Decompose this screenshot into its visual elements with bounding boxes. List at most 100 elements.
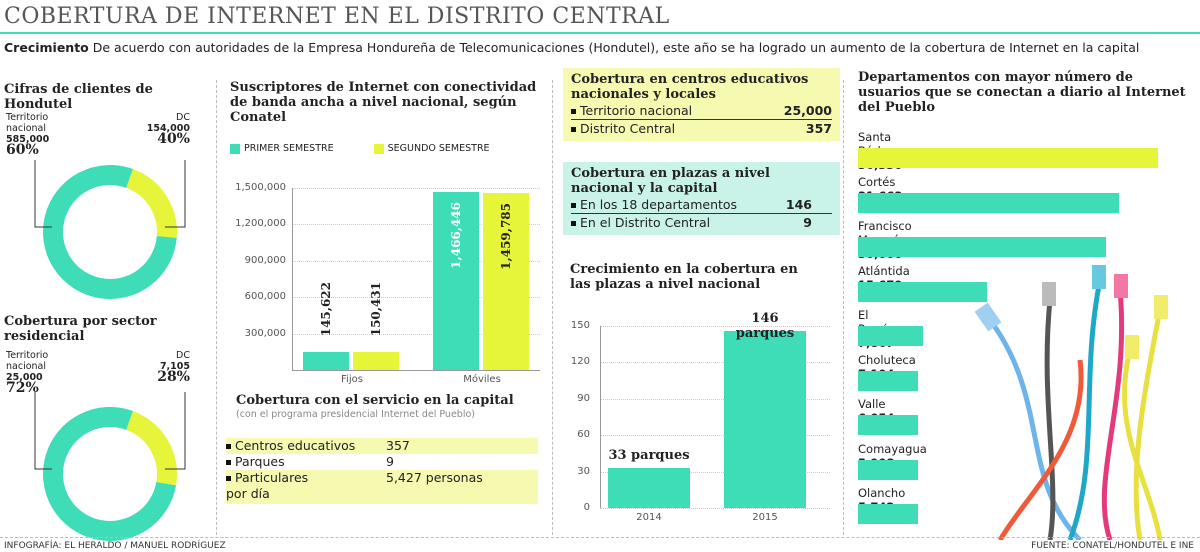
pct: 28% xyxy=(157,369,190,385)
data-label: 1,466,446 xyxy=(449,202,463,269)
x-tick-label: 2014 xyxy=(636,512,662,523)
bar xyxy=(858,237,1106,257)
plazas-row: En el Distrito Central 9 xyxy=(571,214,832,231)
value: 25,000 xyxy=(783,103,832,118)
plazas-row: En los 18 departamentos 146 xyxy=(571,196,832,214)
bar xyxy=(353,351,399,370)
title-rule xyxy=(0,32,1200,34)
value: 585,000 xyxy=(6,134,50,145)
y-tick-label: 1,500,000 xyxy=(235,182,286,193)
intro-text: De acuerdo con autoridades de la Empresa… xyxy=(88,40,1140,55)
bar xyxy=(858,504,918,524)
capital-row: Parques 9 xyxy=(226,454,538,470)
label: Territorio nacional xyxy=(580,103,693,118)
bar xyxy=(303,352,349,370)
capital-row: Centros educativos 357 xyxy=(226,438,538,454)
educ-row: Distrito Central 357 xyxy=(571,120,832,137)
category-label: Olancho xyxy=(858,486,906,500)
pct: 40% xyxy=(157,131,190,147)
label: Particulares por día xyxy=(226,470,309,501)
capital-subtitle: (con el programa presidencial Internet d… xyxy=(236,409,475,420)
value: 25,000 xyxy=(6,372,43,383)
donut-slice xyxy=(43,165,177,299)
category-label: Atlántida xyxy=(858,263,910,278)
leader-line xyxy=(34,392,52,470)
data-label: 146 parques xyxy=(735,310,795,341)
value: 154,000 xyxy=(146,123,190,134)
category-label: Cortés xyxy=(858,174,896,189)
legend-item: PRIMER SEMESTRE xyxy=(230,143,334,154)
label: En los 18 departamentos xyxy=(580,197,738,212)
divider xyxy=(552,80,553,535)
data-label: 145,622 xyxy=(319,282,333,337)
data-label: 150,431 xyxy=(369,281,383,337)
bar xyxy=(858,148,1158,168)
donut-slice xyxy=(125,169,177,238)
gridline xyxy=(292,297,540,299)
footer-rule xyxy=(0,537,1200,538)
bar xyxy=(858,415,918,435)
data-label: 1,459,785 xyxy=(499,202,513,270)
legend-item: SEGUNDO SEMESTRE xyxy=(373,143,490,154)
value: 5,427 personas xyxy=(386,470,483,485)
label: Territorio nacional xyxy=(6,112,49,134)
gridline xyxy=(292,333,540,335)
gridline xyxy=(600,435,830,437)
value: 9 xyxy=(386,454,394,469)
bar xyxy=(858,192,1120,213)
bar xyxy=(608,467,690,508)
leader-line xyxy=(165,392,186,470)
label: Territorio nacional xyxy=(6,350,49,372)
plazas-box: Cobertura en plazas a nivel nacional y l… xyxy=(563,162,840,235)
y-tick-label: 30 xyxy=(577,465,590,477)
subs-title: Suscriptores de Internet con conectivida… xyxy=(230,80,537,125)
gridline xyxy=(600,362,830,364)
label: Parques xyxy=(235,454,285,469)
y-tick-label: 900,000 xyxy=(244,254,286,266)
value: 357 xyxy=(805,121,832,136)
donut1-label-dc: DC 154,000 40% xyxy=(130,112,190,147)
category-label: Choluteca xyxy=(858,352,916,367)
intro-lead: Crecimiento xyxy=(4,40,89,55)
capital-title: Cobertura con el servicio en la capital xyxy=(236,393,514,408)
label: DC xyxy=(176,112,190,123)
label: Centros educativos xyxy=(235,438,356,453)
x-tick-label: Fijos xyxy=(341,374,363,385)
y-tick-label: 150 xyxy=(570,320,590,331)
donut1 xyxy=(34,160,186,299)
y-tick-label: 120 xyxy=(570,356,590,368)
gridline xyxy=(292,188,540,189)
gridline xyxy=(600,398,830,400)
bar xyxy=(858,326,923,346)
value: 146 xyxy=(785,197,812,212)
y-axis xyxy=(292,188,293,370)
educ-box: Cobertura en centros educativos nacional… xyxy=(563,68,840,141)
plazas-title: Cobertura en plazas a nivel nacional y l… xyxy=(571,166,770,196)
network-cables-illustration xyxy=(974,265,1168,540)
label: DC xyxy=(176,350,190,361)
y-axis xyxy=(600,326,601,508)
bar xyxy=(483,192,529,370)
donut-slice xyxy=(43,407,177,541)
gridline xyxy=(292,260,540,262)
pct: 72% xyxy=(6,380,39,396)
capital-row: Particulares por día 5,427 personas xyxy=(226,470,538,504)
label: En el Distrito Central xyxy=(580,215,711,230)
value: 9 xyxy=(803,215,812,230)
value: 357 xyxy=(386,438,410,453)
donut2-label-dc: DC 7,105 28% xyxy=(130,350,190,385)
page-title: COBERTURA DE INTERNET EN EL DISTRITO CEN… xyxy=(4,4,670,29)
donut1-title: Cifras de clientes de Hondutel xyxy=(4,82,153,112)
dept-title: Departamentos con mayor número de usuari… xyxy=(858,70,1186,115)
legend-label: PRIMER SEMESTRE xyxy=(244,143,334,154)
gridline xyxy=(292,224,540,226)
leader-line xyxy=(34,160,52,228)
y-tick-label: 60 xyxy=(577,429,590,441)
x-tick-label: Móviles xyxy=(463,374,501,385)
donut1-label-nat: Territorio nacional 585,000 60% xyxy=(6,112,66,157)
divider xyxy=(843,80,844,535)
label: Distrito Central xyxy=(580,121,676,136)
y-tick-label: 90 xyxy=(577,392,590,404)
x-axis xyxy=(292,370,540,371)
educ-row: Territorio nacional 25,000 xyxy=(571,102,832,120)
